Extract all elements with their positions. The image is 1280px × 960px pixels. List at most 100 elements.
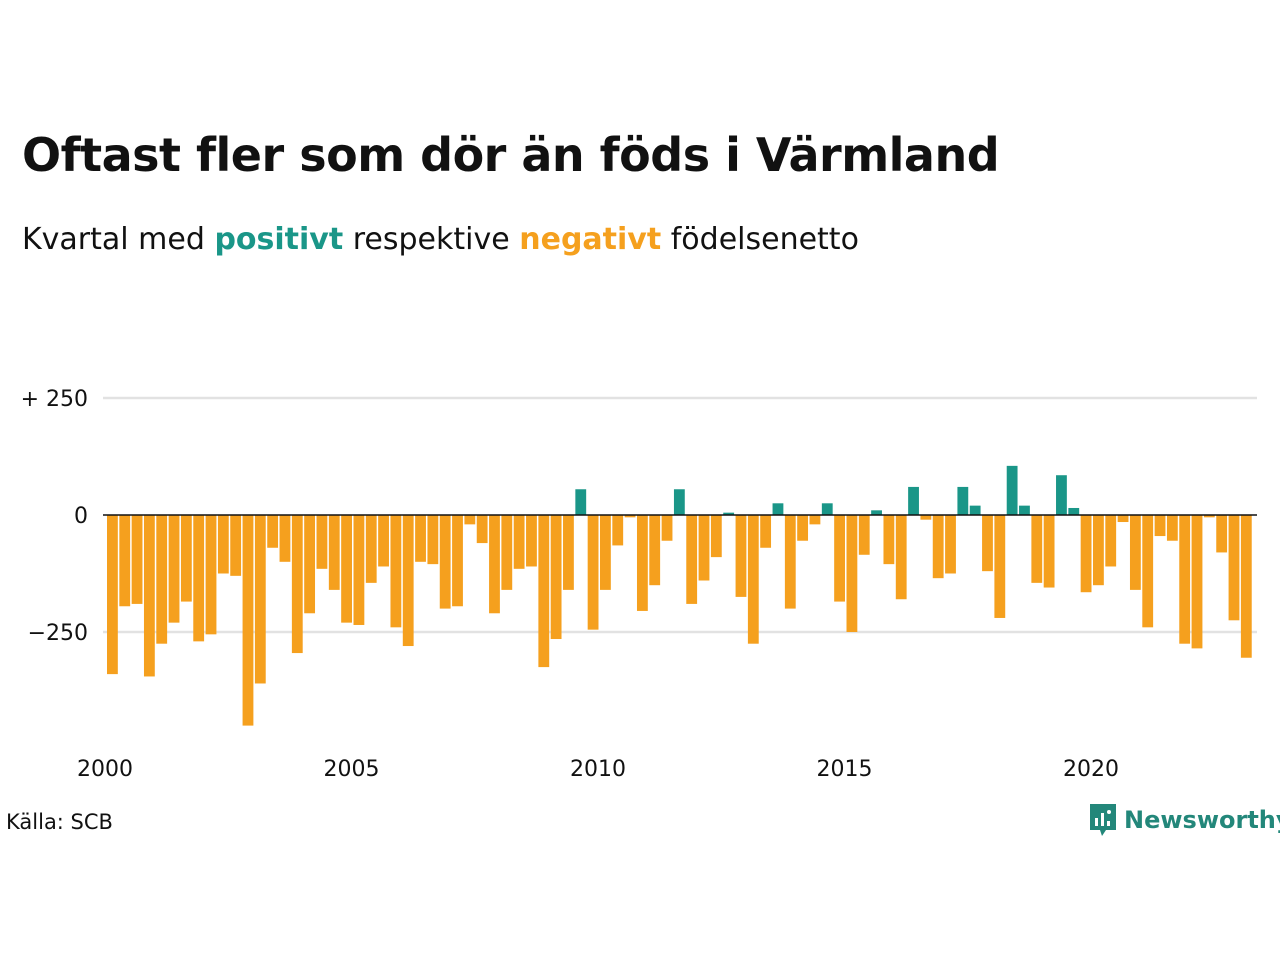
bar [834,515,845,602]
bar [205,515,217,635]
bar [1203,515,1215,518]
bar [1142,515,1154,628]
bar [821,503,833,515]
bar [723,512,735,515]
bar [193,515,205,642]
bar [1179,515,1191,644]
x-tick-label: 2015 [817,757,873,782]
bar [920,515,932,520]
subtitle-negative: negativt [519,222,662,257]
bar [119,515,131,607]
bar [661,515,673,541]
bar [612,515,624,546]
bar [464,515,476,525]
brand-logo: Newsworthy [1088,802,1280,838]
x-tick-label: 2010 [570,757,626,782]
bar [747,515,759,644]
bar [1043,515,1055,588]
source-note: Källa: SCB [6,810,113,834]
bar [871,510,882,515]
bar [858,515,870,555]
bar [550,515,562,640]
bar [538,515,550,668]
bar [1093,515,1104,586]
bars [107,465,1252,726]
bar [304,515,316,614]
bar [254,515,266,684]
bar [1154,515,1166,537]
bar [735,515,747,597]
bar [636,515,648,611]
bar [291,515,303,654]
bar [846,515,858,632]
bar-chart: + 250 0 −250 2000 2005 2010 2015 2020 [21,387,1257,782]
bar [316,515,328,569]
bar [1006,465,1018,515]
bar [994,515,1006,618]
bar [698,515,710,581]
chart-subtitle: Kvartal med positivt respektive negativt… [22,222,859,257]
bar [1191,515,1203,649]
bar [452,515,463,607]
subtitle-suffix: födelsenetto [670,222,859,257]
bar [600,515,611,590]
bar [1105,515,1117,567]
bar [1056,475,1067,515]
bar [328,515,340,590]
y-tick-label: 0 [74,504,88,529]
bar [784,515,796,609]
bar [883,515,895,565]
bar [760,515,772,548]
bar [772,503,784,515]
bar [390,515,402,628]
bar [526,515,537,567]
bar [353,515,365,625]
bar [107,515,118,675]
bar [267,515,279,548]
bar [427,515,439,565]
bar [649,515,661,586]
bar [895,515,907,600]
y-tick-label: −250 [28,621,88,646]
bar [230,515,242,576]
bar [908,486,919,515]
y-tick-label: + 250 [21,387,88,412]
bar [476,515,488,544]
bar [1216,515,1228,553]
bar [242,515,254,726]
bar [378,515,389,567]
x-tick-label: 2005 [324,757,380,782]
y-axis-ticks: + 250 0 −250 [21,387,88,646]
bar [180,515,192,602]
bar [587,515,599,630]
bar [1080,515,1092,593]
bar [341,515,352,623]
bar [415,515,426,562]
bar [1068,507,1080,515]
bar [957,486,969,515]
bar [489,515,500,614]
bar [1019,505,1030,515]
bar [575,489,587,515]
x-tick-label: 2000 [77,757,133,782]
bar [402,515,414,647]
bar [1129,515,1141,590]
x-axis-ticks: 2000 2005 2010 2015 2020 [77,757,1119,782]
bar [217,515,229,574]
bar [365,515,377,583]
bar [673,489,685,515]
bar [513,515,525,569]
bar [1117,515,1129,523]
bar [797,515,809,541]
bar [279,515,291,562]
bar [969,505,981,515]
bar [156,515,168,644]
bar [710,515,722,558]
bar [809,515,821,525]
bar [1166,515,1178,541]
chart-title: Oftast fler som dör än föds i Värmland [22,128,1000,182]
bar [563,515,574,590]
bar [945,515,956,574]
subtitle-middle: respektive [352,222,510,257]
bar [686,515,698,604]
